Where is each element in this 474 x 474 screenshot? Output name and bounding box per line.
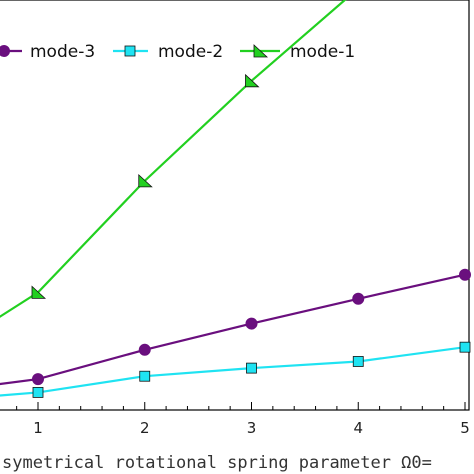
x-tick-label: 4 (353, 419, 363, 437)
x-tick-label: 5 (460, 419, 470, 437)
data-point-mode-3 (138, 343, 151, 356)
data-point-mode-3 (459, 268, 471, 281)
data-point-mode-1 (138, 173, 153, 188)
plot-frame (0, 0, 470, 411)
x-tick-label: 3 (247, 419, 257, 437)
legend-item-mode-3: mode-3 (0, 42, 95, 62)
legend-item-mode-2: mode-2 (113, 42, 223, 62)
data-point-mode-2 (246, 362, 257, 374)
legend-item-mode-1: mode-1 (240, 42, 355, 62)
data-point-mode-2 (139, 370, 151, 382)
series-mode-3 (0, 268, 471, 386)
data-point-mode-3 (352, 292, 365, 305)
data-point-mode-1 (245, 73, 260, 88)
series-line-mode-2 (0, 346, 466, 397)
legend-marker (253, 44, 269, 58)
data-point-mode-1 (31, 285, 47, 299)
series-mode-2 (0, 341, 471, 398)
legend-marker (124, 45, 136, 57)
legend-label: mode-3 (30, 42, 95, 62)
series-mode-1 (0, 0, 347, 318)
x-tick-label: 1 (33, 419, 43, 437)
data-point-mode-2 (352, 356, 364, 367)
series-line-mode-1 (0, 0, 347, 318)
legend: mode-3 mode-2 mode-1 (0, 42, 355, 62)
x-axis-label: symetrical rotational spring parameter Ω… (2, 453, 432, 473)
series-line-mode-3 (0, 273, 466, 386)
data-point-mode-3 (32, 373, 44, 386)
x-axis: 1 2 3 4 5 (16, 402, 470, 437)
data-point-mode-3 (245, 317, 258, 330)
legend-label: mode-2 (158, 42, 223, 62)
legend-label: mode-1 (290, 42, 355, 62)
data-point-mode-2 (459, 341, 471, 353)
legend-marker (0, 45, 10, 57)
data-point-mode-2 (32, 387, 44, 398)
series-group (0, 0, 471, 398)
x-tick-label: 2 (140, 419, 150, 437)
